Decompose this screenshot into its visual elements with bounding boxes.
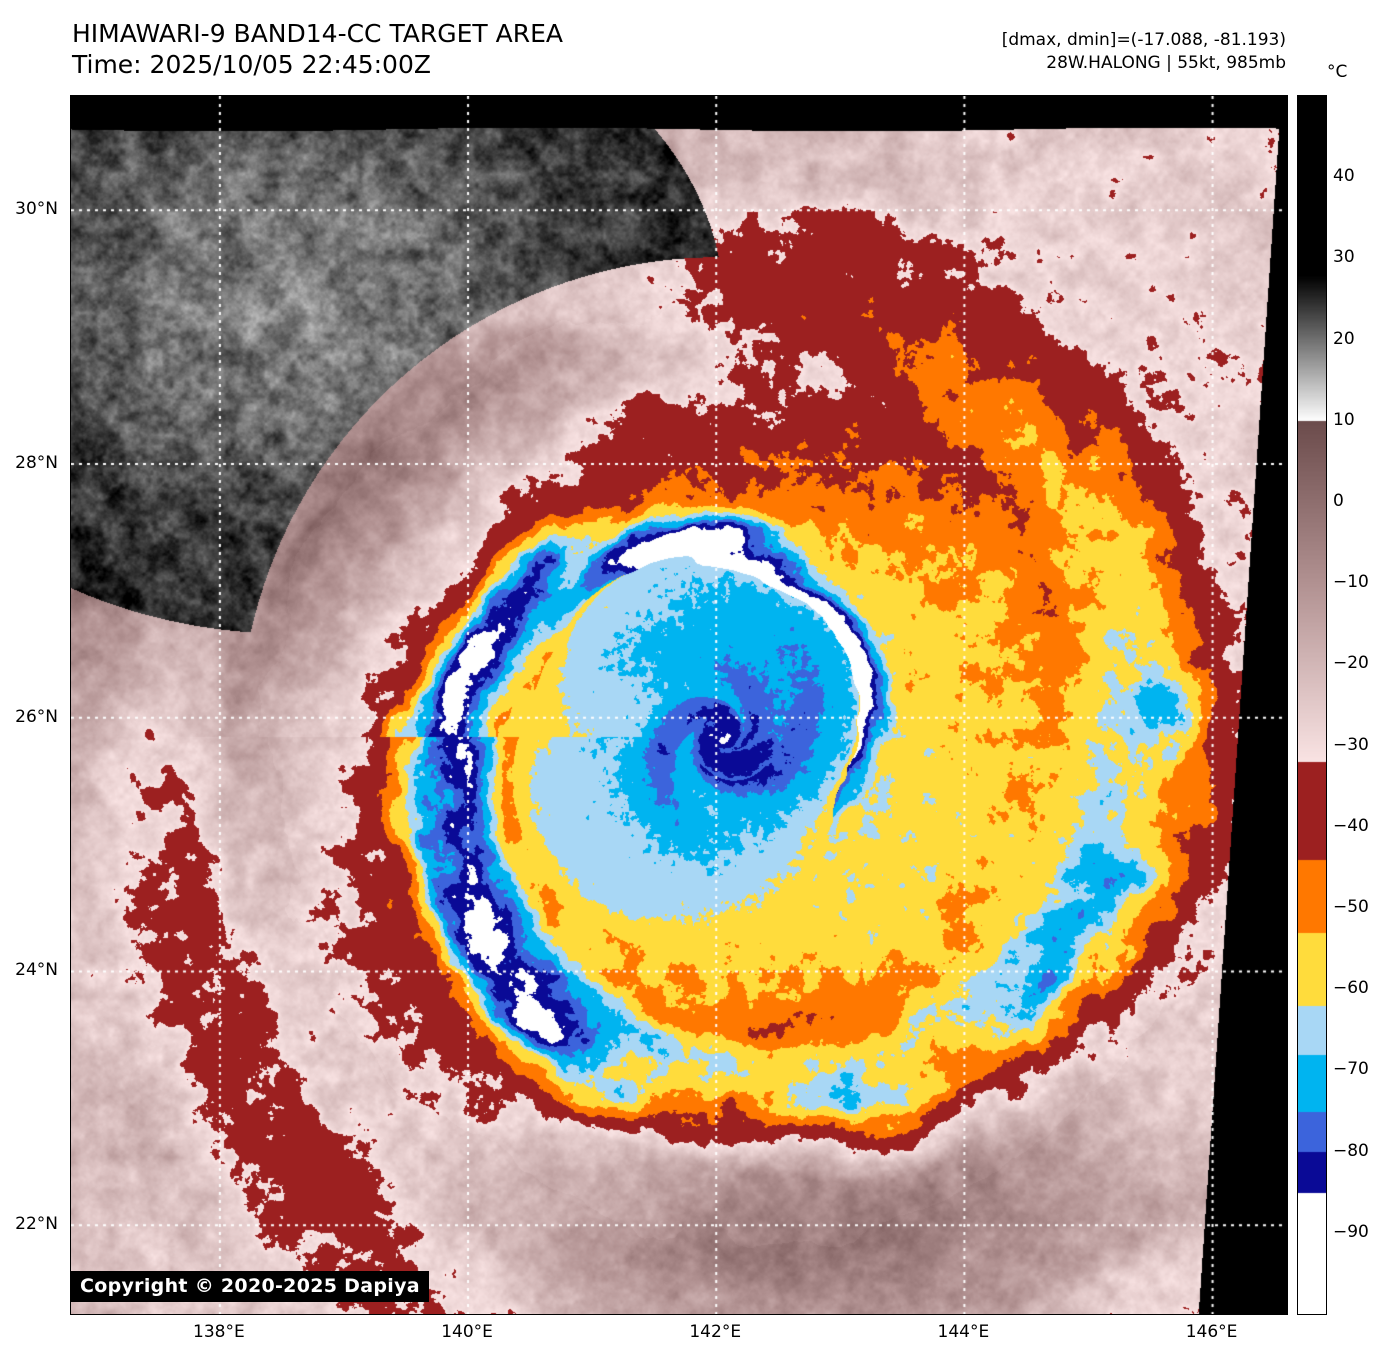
satellite-imagery-canvas[interactable]: [71, 96, 1287, 1314]
colorbar-tick-30: 30: [1333, 247, 1355, 268]
colorbar-tick--20: −20: [1333, 653, 1369, 674]
timestamp-label: Time: 2025/10/05 22:45:00Z: [72, 50, 431, 79]
colorbar-tick--80: −80: [1333, 1140, 1369, 1161]
longitude-tick-142: 142°E: [689, 1322, 742, 1342]
colorbar-tick--30: −30: [1333, 734, 1369, 755]
colorbar-tick--50: −50: [1333, 897, 1369, 917]
temperature-colorbar: [1297, 95, 1327, 1315]
storm-info-label: 28W.HALONG | 55kt, 985mb: [1046, 53, 1286, 73]
longitude-tick-146: 146°E: [1185, 1322, 1238, 1342]
colorbar-unit-label: °C: [1327, 62, 1348, 82]
colorbar-tick--40: −40: [1333, 815, 1369, 836]
longitude-tick-138: 138°E: [193, 1322, 245, 1342]
colorbar-tick--60: −60: [1333, 978, 1369, 999]
longitude-tick-140: 140°E: [441, 1322, 493, 1342]
longitude-tick-144: 144°E: [937, 1322, 990, 1342]
colorbar-tick-20: 20: [1333, 328, 1355, 349]
page-title: HIMAWARI-9 BAND14-CC TARGET AREA: [72, 19, 564, 48]
latitude-tick-26: 26°N: [15, 706, 58, 727]
colorbar-tick-10: 10: [1333, 409, 1355, 430]
latitude-tick-28: 28°N: [15, 452, 58, 473]
colorbar-tick-40: 40: [1333, 166, 1355, 187]
colorbar-tick--10: −10: [1333, 572, 1369, 593]
latitude-tick-22: 22°N: [15, 1214, 58, 1235]
title-block: HIMAWARI-9 BAND14-CC TARGET AREA Time: 2…: [72, 18, 563, 80]
satellite-plot[interactable]: Copyright © 2020-2025 Dapiya: [70, 95, 1288, 1315]
colorbar-tick--70: −70: [1333, 1059, 1369, 1080]
copyright-badge: Copyright © 2020-2025 Dapiya: [71, 1271, 429, 1302]
latitude-tick-30: 30°N: [15, 199, 58, 220]
colorbar-tick-0: 0: [1333, 491, 1344, 511]
metadata-block: [dmax, dmin]=(-17.088, -81.193) 28W.HALO…: [1002, 29, 1286, 75]
colorbar-canvas: [1298, 96, 1326, 1314]
latitude-tick-24: 24°N: [15, 960, 58, 981]
colorbar-tick--90: −90: [1333, 1221, 1369, 1242]
dminmax-label: [dmax, dmin]=(-17.088, -81.193): [1001, 30, 1286, 50]
